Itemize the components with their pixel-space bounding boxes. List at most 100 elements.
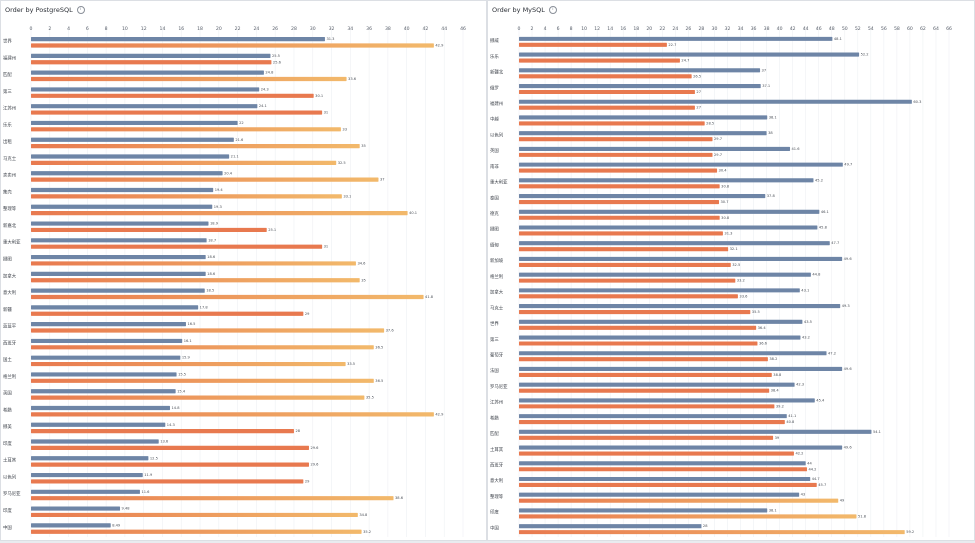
bar-series-1[interactable]: [31, 120, 238, 126]
bar-series-1[interactable]: [31, 439, 159, 444]
bar-series-2[interactable]: [519, 137, 713, 142]
bar-series-2[interactable]: [31, 479, 304, 484]
bar-series-2[interactable]: [519, 372, 772, 377]
bar-series-1[interactable]: [519, 256, 843, 261]
bar-series-2[interactable]: [31, 211, 408, 216]
bar-series-2[interactable]: [31, 278, 360, 283]
bar-series-2[interactable]: [519, 341, 758, 346]
bar-series-1[interactable]: [519, 304, 841, 309]
bar-series-2[interactable]: [519, 215, 720, 220]
bar-series-2[interactable]: [31, 311, 304, 316]
bar-series-2[interactable]: [519, 184, 720, 189]
bar-series-1[interactable]: [519, 272, 811, 277]
bar-series-1[interactable]: [31, 204, 213, 209]
bar-series-1[interactable]: [519, 445, 843, 450]
bar-series-2[interactable]: [31, 261, 356, 266]
bar-series-2[interactable]: [31, 127, 341, 132]
bar-series-1[interactable]: [31, 489, 140, 494]
bar-series-1[interactable]: [31, 288, 205, 293]
bar-series-1[interactable]: [519, 461, 806, 466]
bar-series-2[interactable]: [31, 43, 434, 48]
bar-series-1[interactable]: [519, 382, 795, 387]
bar-series-2[interactable]: [519, 420, 785, 425]
bar-series-1[interactable]: [519, 414, 787, 419]
bar-series-1[interactable]: [519, 476, 811, 482]
bar-series-2[interactable]: [519, 325, 757, 330]
bar-series-1[interactable]: [519, 492, 800, 497]
bar-series-2[interactable]: [519, 121, 705, 126]
bar-series-1[interactable]: [519, 52, 860, 57]
info-icon[interactable]: i: [548, 6, 557, 14]
bar-series-1[interactable]: [31, 171, 223, 176]
bar-series-1[interactable]: [519, 366, 843, 372]
bar-series-2[interactable]: [519, 152, 713, 157]
bar-series-1[interactable]: [519, 241, 830, 246]
bar-series-1[interactable]: [31, 506, 121, 511]
bar-series-1[interactable]: [519, 83, 761, 89]
bar-series-2[interactable]: [31, 512, 358, 518]
bar-series-2[interactable]: [31, 244, 323, 249]
bar-series-2[interactable]: [519, 42, 667, 47]
bar-series-2[interactable]: [519, 514, 857, 519]
bar-series-2[interactable]: [31, 143, 360, 149]
bar-series-1[interactable]: [31, 221, 209, 226]
bar-series-1[interactable]: [519, 178, 814, 183]
bar-series-1[interactable]: [519, 146, 791, 151]
bar-series-2[interactable]: [31, 194, 342, 199]
bar-series-1[interactable]: [519, 398, 815, 403]
bar-series-1[interactable]: [519, 36, 833, 41]
bar-series-1[interactable]: [31, 238, 207, 243]
bar-series-2[interactable]: [31, 395, 365, 400]
bar-series-1[interactable]: [31, 53, 271, 58]
bar-series-1[interactable]: [519, 194, 766, 199]
bar-series-2[interactable]: [519, 262, 731, 267]
bar-series-1[interactable]: [31, 355, 181, 360]
bar-series-1[interactable]: [31, 322, 186, 327]
bar-series-1[interactable]: [31, 187, 214, 193]
bar-series-2[interactable]: [31, 529, 362, 534]
bar-series-1[interactable]: [31, 87, 260, 92]
bar-series-2[interactable]: [519, 435, 774, 440]
bar-series-2[interactable]: [31, 76, 347, 82]
bar-series-2[interactable]: [519, 482, 817, 488]
bar-series-2[interactable]: [519, 404, 775, 409]
bar-series-1[interactable]: [31, 104, 258, 109]
bar-series-2[interactable]: [519, 199, 720, 205]
bar-series-2[interactable]: [519, 278, 736, 283]
bar-series-2[interactable]: [519, 231, 723, 236]
bar-series-2[interactable]: [519, 498, 839, 503]
bar-series-2[interactable]: [519, 451, 794, 456]
bar-series-1[interactable]: [31, 70, 264, 75]
bar-series-1[interactable]: [31, 137, 234, 142]
bar-series-2[interactable]: [31, 445, 309, 450]
bar-series-2[interactable]: [31, 177, 379, 182]
bar-series-1[interactable]: [519, 209, 820, 214]
bar-series-2[interactable]: [31, 294, 424, 300]
bar-series-2[interactable]: [31, 496, 394, 501]
bar-series-1[interactable]: [519, 131, 767, 136]
bar-series-1[interactable]: [31, 523, 111, 528]
bar-series-2[interactable]: [519, 388, 770, 393]
bar-series-2[interactable]: [31, 412, 434, 417]
bar-series-2[interactable]: [31, 328, 385, 333]
bar-series-1[interactable]: [31, 422, 166, 427]
bar-series-1[interactable]: [31, 472, 143, 478]
bar-series-1[interactable]: [519, 524, 702, 529]
bar-series-1[interactable]: [519, 508, 768, 513]
bar-series-1[interactable]: [519, 288, 800, 293]
bar-series-2[interactable]: [31, 378, 374, 383]
bar-series-2[interactable]: [519, 247, 729, 252]
bar-series-2[interactable]: [519, 168, 718, 173]
bar-series-1[interactable]: [31, 37, 325, 42]
bar-series-2[interactable]: [519, 530, 905, 535]
bar-series-1[interactable]: [519, 351, 827, 356]
bar-series-1[interactable]: [519, 429, 872, 434]
bar-series-1[interactable]: [519, 319, 803, 324]
bar-series-1[interactable]: [519, 225, 818, 230]
bar-series-1[interactable]: [31, 254, 206, 260]
bar-series-1[interactable]: [31, 372, 177, 377]
bar-series-1[interactable]: [519, 162, 843, 167]
bar-series-2[interactable]: [519, 310, 751, 315]
bar-series-1[interactable]: [31, 271, 206, 276]
bar-series-2[interactable]: [31, 227, 267, 233]
